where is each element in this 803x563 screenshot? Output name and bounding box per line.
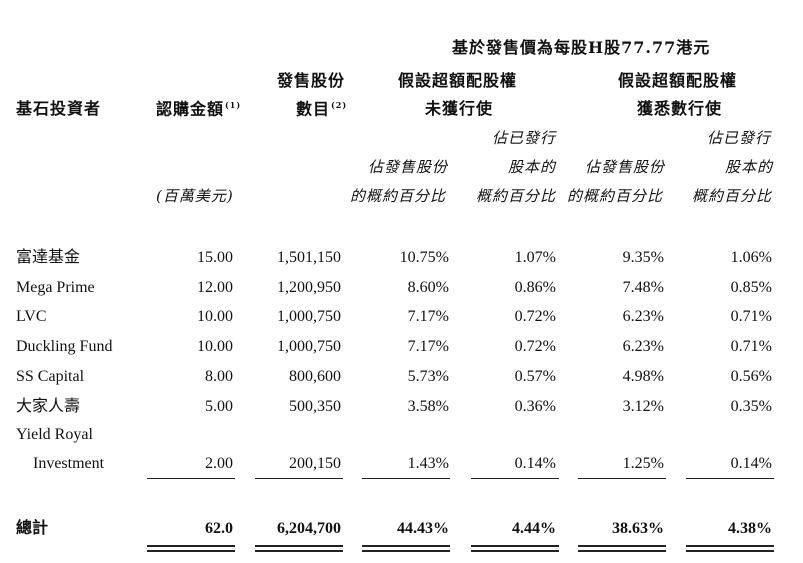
total-rule-pct-offer-2-a bbox=[578, 545, 666, 547]
row-amount: 10.00 bbox=[197, 308, 233, 325]
row-pct-issued-1: 0.86% bbox=[514, 279, 556, 296]
row-pct-offer-1: 5.73% bbox=[407, 368, 449, 385]
pct-issued-1-line1: 佔已發行 bbox=[492, 129, 557, 147]
total-label: 總計 bbox=[16, 520, 49, 537]
row-pct-offer-2: 6.23% bbox=[622, 338, 664, 355]
row-shares: 1,200,950 bbox=[277, 279, 341, 296]
total-pct-issued-1: 4.44% bbox=[512, 520, 556, 537]
row-amount: 8.00 bbox=[205, 368, 233, 385]
total-rule-shares-1 bbox=[255, 545, 343, 547]
last-row-pct-offer-1: 1.43% bbox=[407, 455, 449, 472]
col-shares-line2: 數目(2) bbox=[296, 101, 347, 117]
total-rule-pct-issued-2-b bbox=[686, 550, 774, 552]
pct-offer-2-line2: 的概約百分比 bbox=[567, 187, 664, 205]
last-row-pct-offer-2: 1.25% bbox=[622, 455, 664, 472]
last-row-shares: 200,150 bbox=[289, 455, 341, 472]
total-rule-pct-issued-1-a bbox=[471, 545, 559, 547]
row-pct-offer-1: 7.17% bbox=[407, 338, 449, 355]
col-investor-header: 基石投資者 bbox=[16, 99, 102, 118]
row-pct-issued-1: 0.57% bbox=[514, 368, 556, 385]
pct-offer-2-line1: 佔發售股份 bbox=[585, 158, 666, 176]
group-not-exercised-line2: 未獲行使 bbox=[425, 99, 494, 118]
total-amount: 62.0 bbox=[205, 520, 233, 537]
row-shares: 1,000,750 bbox=[277, 308, 341, 325]
price-basis-heading: 基於發售價為每股H股77.77港元 bbox=[452, 38, 711, 57]
col-amount-unit: (百萬美元) bbox=[156, 187, 234, 205]
col-amount-note: (1) bbox=[225, 100, 242, 110]
last-row-name-line2: Investment bbox=[33, 455, 105, 472]
total-rule-amount-1 bbox=[147, 545, 235, 547]
row-pct-issued-2: 1.06% bbox=[730, 249, 772, 266]
pct-offer-1-line1: 佔發售股份 bbox=[368, 158, 449, 176]
col-amount-header: 認購金額(1) bbox=[156, 101, 241, 117]
row-pct-issued-1: 1.07% bbox=[514, 249, 556, 266]
subtotal-rule-pct-offer-2 bbox=[578, 478, 666, 479]
row-pct-offer-2: 4.98% bbox=[622, 368, 664, 385]
row-pct-offer-1: 8.60% bbox=[407, 279, 449, 296]
total-pct-offer-1: 44.43% bbox=[397, 520, 449, 537]
last-row-pct-issued-1: 0.14% bbox=[514, 455, 556, 472]
row-pct-issued-2: 0.71% bbox=[730, 308, 772, 325]
row-investor-name: Duckling Fund bbox=[16, 338, 113, 355]
row-pct-offer-2: 7.48% bbox=[622, 279, 664, 296]
row-pct-issued-1: 0.36% bbox=[514, 398, 556, 415]
last-row-pct-issued-2: 0.14% bbox=[730, 455, 772, 472]
row-pct-issued-1: 0.72% bbox=[514, 338, 556, 355]
row-shares: 1,000,750 bbox=[277, 338, 341, 355]
row-shares: 800,600 bbox=[289, 368, 341, 385]
row-shares: 500,350 bbox=[289, 398, 341, 415]
col-shares-label2: 數目 bbox=[296, 99, 331, 119]
pct-issued-2-line3: 概約百分比 bbox=[692, 187, 773, 205]
col-amount-label: 認購金額 bbox=[156, 99, 225, 119]
pct-offer-1-line2: 的概約百分比 bbox=[350, 187, 447, 205]
row-pct-offer-2: 9.35% bbox=[622, 249, 664, 266]
row-investor-name: SS Capital bbox=[16, 368, 85, 385]
row-amount: 15.00 bbox=[197, 249, 233, 266]
group-exercised-line1: 假設超額配股權 bbox=[618, 71, 738, 90]
total-rule-pct-offer-1-b bbox=[362, 550, 450, 552]
total-pct-offer-2: 38.63% bbox=[612, 520, 664, 537]
subtotal-rule-pct-issued-1 bbox=[471, 478, 559, 479]
total-rule-pct-issued-1-b bbox=[471, 550, 559, 552]
total-rule-pct-offer-2-b bbox=[578, 550, 666, 552]
subtotal-rule-pct-issued-2 bbox=[686, 478, 774, 479]
subtotal-rule-amount bbox=[147, 478, 235, 479]
row-amount: 12.00 bbox=[197, 279, 233, 296]
row-pct-issued-2: 0.71% bbox=[730, 338, 772, 355]
pct-issued-1-line2: 股本的 bbox=[508, 158, 557, 176]
col-shares-note: (2) bbox=[331, 100, 348, 110]
row-pct-offer-2: 6.23% bbox=[622, 308, 664, 325]
row-pct-offer-1: 10.75% bbox=[399, 249, 449, 266]
total-rule-pct-offer-1-a bbox=[362, 545, 450, 547]
last-row-name-line1: Yield Royal bbox=[16, 426, 93, 443]
row-pct-offer-2: 3.12% bbox=[622, 398, 664, 415]
subtotal-rule-pct-offer-1 bbox=[362, 478, 450, 479]
subtotal-rule-shares bbox=[255, 478, 343, 479]
row-pct-issued-2: 0.35% bbox=[730, 398, 772, 415]
row-investor-name: 富達基金 bbox=[16, 249, 81, 266]
group-not-exercised-line1: 假設超額配股權 bbox=[398, 71, 518, 90]
pct-issued-2-line1: 佔已發行 bbox=[707, 129, 772, 147]
total-pct-issued-2: 4.38% bbox=[728, 520, 772, 537]
pct-issued-2-line2: 股本的 bbox=[725, 158, 774, 176]
pct-issued-1-line3: 概約百分比 bbox=[476, 187, 557, 205]
row-amount: 10.00 bbox=[197, 338, 233, 355]
row-investor-name: 大家人壽 bbox=[16, 398, 81, 415]
total-rule-amount-2 bbox=[147, 550, 235, 552]
total-rule-pct-issued-2-a bbox=[686, 545, 774, 547]
row-investor-name: Mega Prime bbox=[16, 279, 95, 296]
group-exercised-line2: 獲悉數行使 bbox=[637, 99, 723, 118]
row-amount: 5.00 bbox=[205, 398, 233, 415]
row-pct-issued-1: 0.72% bbox=[514, 308, 556, 325]
row-shares: 1,501,150 bbox=[277, 249, 341, 266]
row-pct-offer-1: 7.17% bbox=[407, 308, 449, 325]
last-row-amount: 2.00 bbox=[205, 455, 233, 472]
col-shares-line1: 發售股份 bbox=[277, 71, 346, 90]
row-pct-issued-2: 0.56% bbox=[730, 368, 772, 385]
row-pct-offer-1: 3.58% bbox=[407, 398, 449, 415]
row-investor-name: LVC bbox=[16, 308, 47, 325]
row-pct-issued-2: 0.85% bbox=[730, 279, 772, 296]
total-rule-shares-2 bbox=[255, 550, 343, 552]
total-shares: 6,204,700 bbox=[277, 520, 341, 537]
